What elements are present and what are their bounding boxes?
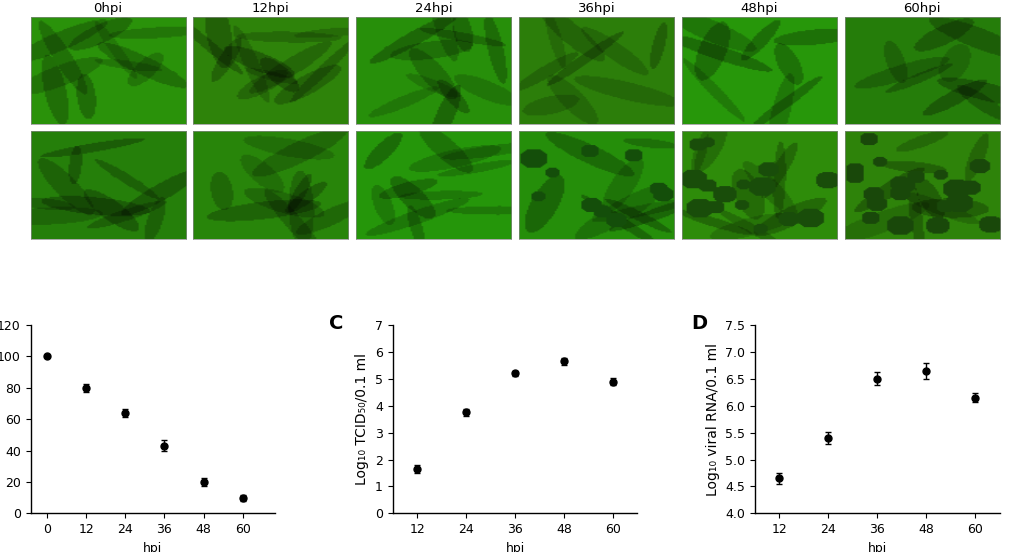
Text: D: D [691,314,707,333]
Title: 48hpi: 48hpi [740,2,777,15]
Text: C: C [329,314,343,333]
Y-axis label: Log₁₀ viral RNA/0.1 ml: Log₁₀ viral RNA/0.1 ml [705,343,719,496]
X-axis label: hpi: hpi [144,542,162,552]
Title: 12hpi: 12hpi [252,2,289,15]
Title: 24hpi: 24hpi [415,2,452,15]
X-axis label: hpi: hpi [867,542,886,552]
Title: 36hpi: 36hpi [577,2,614,15]
Y-axis label: Log₁₀ TCID₅₀/0.1 ml: Log₁₀ TCID₅₀/0.1 ml [356,353,369,485]
X-axis label: hpi: hpi [505,542,524,552]
Title: 0hpi: 0hpi [94,2,122,15]
Title: 60hpi: 60hpi [903,2,940,15]
